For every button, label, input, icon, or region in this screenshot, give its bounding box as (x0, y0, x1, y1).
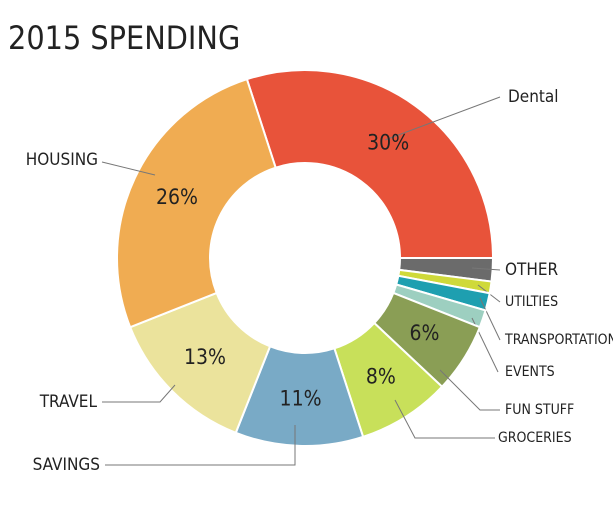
leader-line (105, 425, 296, 466)
category-label: FUN STUFF (505, 402, 574, 418)
category-label: GROCERIES (498, 430, 572, 446)
category-label: EVENTS (505, 364, 555, 380)
value-label: 30% (367, 131, 409, 155)
value-label: 11% (280, 386, 322, 410)
category-label: Dental (508, 87, 559, 107)
value-label: 13% (184, 345, 226, 369)
slice (116, 77, 277, 329)
leader-line (101, 161, 156, 176)
category-label: SAVINGS (33, 455, 100, 475)
leader-line (439, 369, 500, 411)
value-label: 6% (409, 321, 439, 345)
category-label: HOUSING (26, 150, 98, 170)
leader-line (102, 384, 176, 403)
value-label: 8% (366, 364, 396, 388)
slice (245, 69, 495, 259)
leader-line (471, 267, 501, 271)
category-label: UTILTIES (505, 294, 558, 310)
value-label: 26% (156, 185, 198, 209)
leader-line (384, 96, 501, 141)
chart-title: 2015 SPENDING (8, 19, 240, 57)
leader-line (394, 399, 495, 439)
category-label: TRAVEL (39, 392, 98, 412)
category-label: OTHER (505, 260, 559, 280)
category-label: TRANSPORTATION (504, 332, 613, 348)
leader-line (479, 297, 501, 341)
